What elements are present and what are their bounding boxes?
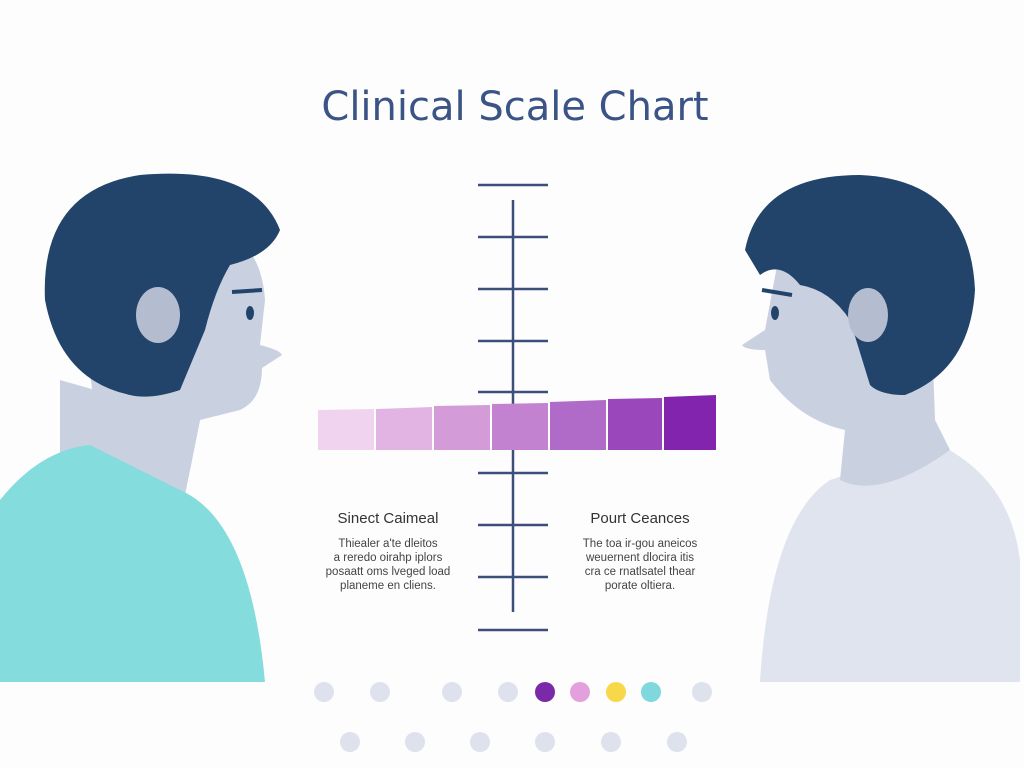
left-person xyxy=(0,173,282,682)
right-heading: Pourt Ceances xyxy=(590,510,689,527)
scale xyxy=(478,183,548,632)
dots xyxy=(314,682,712,752)
color-bar xyxy=(318,395,716,450)
right-person xyxy=(742,175,1020,682)
right-body-line: The toa ir-gou aneicos xyxy=(583,538,698,550)
title: Clinical Scale Chart xyxy=(321,84,708,130)
left-body-line: Thiealer a'te dleitos xyxy=(338,538,438,550)
right-body-line: weuernent dlocira itis xyxy=(585,552,694,564)
left-body-line: planeme en cliens. xyxy=(340,580,436,592)
left-heading: Sinect Caimeal xyxy=(338,510,439,527)
left-body-line: a reredo oirahp iplors xyxy=(334,552,443,564)
right-body-line: porate oltiera. xyxy=(605,580,675,592)
left-body-line: posaatt oms lveged load xyxy=(326,566,451,578)
right-body-line: cra ce rnatlsatel thear xyxy=(585,566,696,578)
